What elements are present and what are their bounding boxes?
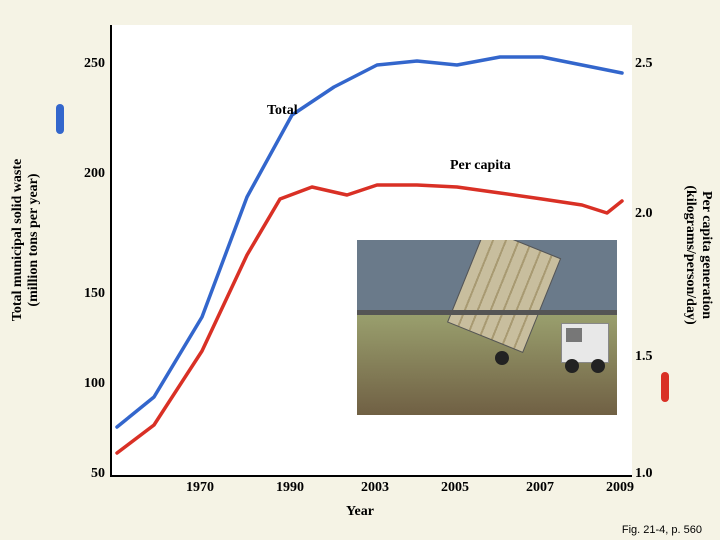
x-axis-label: Year (346, 504, 374, 520)
y1-tick-label: 200 (55, 166, 105, 182)
x-tick-label: 2009 (590, 480, 650, 496)
series-per-capita-line (117, 185, 622, 453)
series-total-label: Total (267, 103, 298, 119)
y2-tick-label: 1.5 (635, 349, 685, 365)
series-per-capita-label: Per capita (450, 158, 511, 174)
y1-tick-label: 100 (55, 376, 105, 392)
y1-axis-label-line1: Total municipal solid waste (10, 90, 26, 390)
x-tick-label: 2005 (425, 480, 485, 496)
y1-tick-label: 50 (55, 466, 105, 482)
y2-axis-label-line1: Per capita generation (698, 105, 714, 405)
x-tick-label: 2007 (510, 480, 570, 496)
plot-area: Total Per capita (110, 25, 632, 477)
figure-caption: Fig. 21-4, p. 560 (622, 524, 702, 536)
legend-marker-per-capita (661, 372, 669, 402)
chart-container: Total municipal solid waste (million ton… (0, 0, 720, 540)
y2-tick-label: 2.0 (635, 206, 685, 222)
series-total-line (117, 57, 622, 427)
y1-tick-label: 150 (55, 286, 105, 302)
legend-marker-total (56, 104, 64, 134)
y1-tick-label: 250 (55, 56, 105, 72)
x-tick-label: 1990 (260, 480, 320, 496)
y1-axis-label-line2: (million tons per year) (26, 90, 42, 390)
y2-tick-label: 2.5 (635, 56, 685, 72)
x-tick-label: 2003 (345, 480, 405, 496)
x-tick-label: 1970 (170, 480, 230, 496)
chart-lines (112, 25, 632, 475)
